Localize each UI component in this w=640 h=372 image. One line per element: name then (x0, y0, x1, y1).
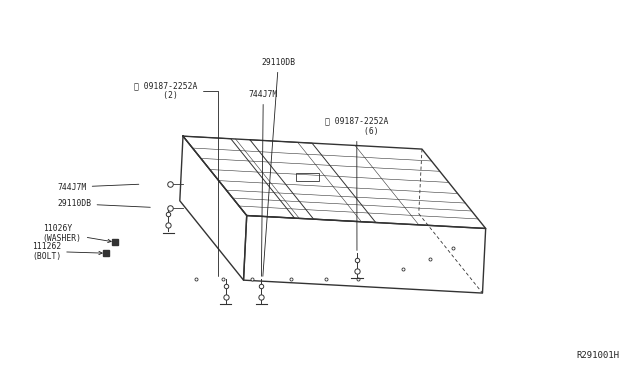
Text: 29110DB: 29110DB (261, 58, 296, 276)
Text: Ⓑ 09187-2252A
        (6): Ⓑ 09187-2252A (6) (325, 116, 388, 250)
Text: 111262
(BOLT): 111262 (BOLT) (32, 242, 102, 261)
Text: Ⓑ 09187-2252A
      (2): Ⓑ 09187-2252A (2) (134, 81, 218, 276)
Text: 29110DB: 29110DB (58, 199, 150, 208)
Text: 11026Y
(WASHER): 11026Y (WASHER) (43, 224, 111, 243)
Text: R291001H: R291001H (577, 350, 620, 359)
Text: 744J7M: 744J7M (248, 90, 278, 276)
Text: 744J7M: 744J7M (58, 183, 139, 192)
